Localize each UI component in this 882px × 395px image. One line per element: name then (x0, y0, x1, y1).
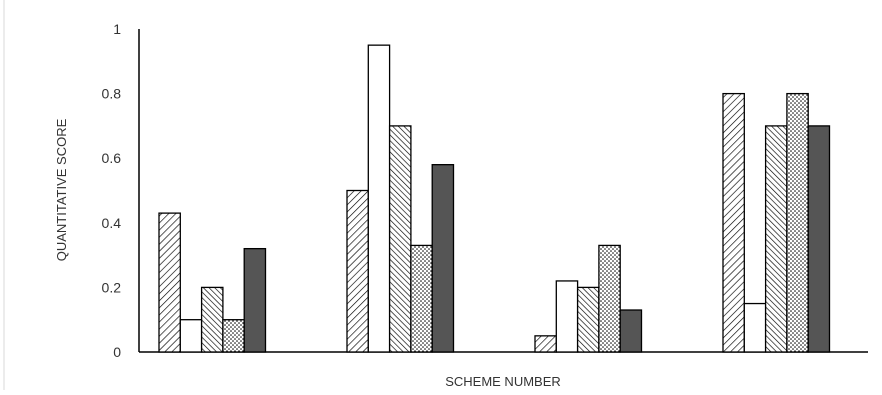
y-tick-label: 0.2 (102, 279, 122, 295)
bar-group-4-series-4 (786, 92, 809, 353)
bar-group-3-series-4 (598, 244, 621, 353)
bar-group-1-series-2 (179, 319, 203, 353)
bar-group-2-series-5 (431, 164, 455, 353)
bar-group-1-series-3 (200, 286, 224, 353)
bars-group (158, 44, 831, 353)
y-axis-title: QUANTITATIVE SCORE (54, 118, 69, 261)
bar-group-4-series-2 (743, 302, 767, 353)
bar-group-4-series-1 (722, 92, 745, 353)
y-tick-labels: 0 0.2 0.4 0.6 0.8 1 (102, 21, 122, 360)
bar-group-4-series-5 (807, 125, 831, 353)
y-tick-label: 1 (113, 21, 121, 37)
bar-group-2-series-3 (388, 125, 412, 353)
bar-group-2-series-4 (410, 244, 433, 353)
bar-group-1-series-4 (222, 319, 245, 353)
x-axis-title: SCHEME NUMBER (445, 374, 561, 389)
bar-group-3-series-3 (576, 286, 600, 353)
bar-group-3-series-2 (555, 280, 579, 353)
bar-group-1-series-1 (158, 212, 181, 353)
y-tick-label: 0.6 (102, 150, 122, 166)
y-tick-label: 0.8 (102, 86, 122, 102)
bar-group-3-series-1 (534, 335, 557, 353)
bar-group-2-series-2 (367, 44, 391, 353)
y-tick-label: 0 (113, 344, 121, 360)
y-tick-label: 0.4 (102, 215, 122, 231)
bar-group-3-series-5 (619, 309, 643, 353)
bar-group-1-series-5 (243, 247, 267, 353)
bar-group-2-series-1 (346, 189, 369, 353)
bar-group-4-series-3 (764, 125, 788, 353)
